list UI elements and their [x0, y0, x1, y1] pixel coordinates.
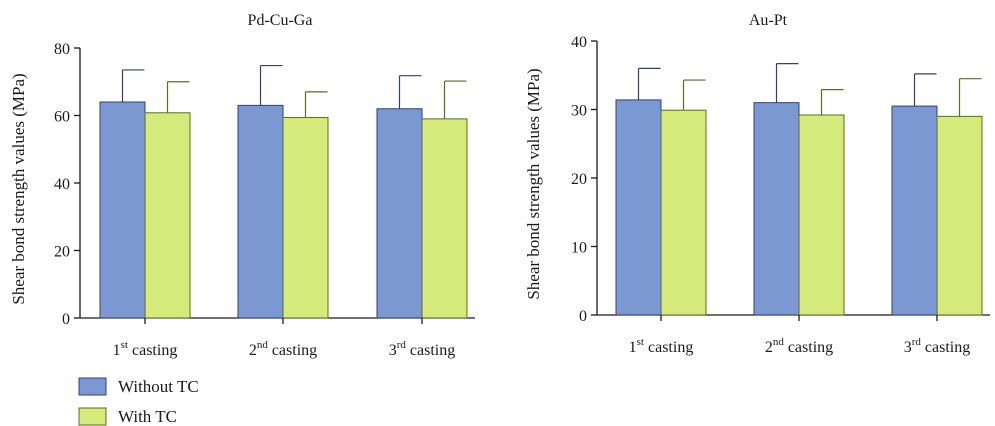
bar-with-tc: [421, 118, 468, 319]
bar-without-tc: [237, 104, 284, 319]
y-tick-label: 80: [54, 41, 70, 58]
y-tick-label: 20: [571, 171, 587, 188]
x-tick-label: 1st casting: [629, 336, 694, 356]
bar-without-tc: [376, 108, 423, 319]
y-tick-label: 40: [54, 176, 70, 193]
x-tick-label: 3rd casting: [904, 336, 971, 356]
y-axis-label: Shear bond strength values (MPa): [9, 73, 28, 304]
y-tick-label: 30: [571, 103, 587, 120]
bar-with-tc: [936, 115, 983, 316]
legend-swatch-with-tc: [78, 407, 107, 426]
chart-au-pt: Au-Pt Shear bond strength values (MPa) 0 10…: [524, 12, 990, 356]
bar-with-tc: [660, 109, 707, 316]
y-tick-label: 40: [571, 34, 587, 51]
bar-without-tc: [753, 102, 800, 316]
chart-title: Pd-Cu-Ga: [248, 12, 313, 29]
bar-with-tc: [282, 117, 329, 319]
x-tick-label: 2nd casting: [765, 336, 833, 356]
bar-with-tc: [144, 112, 191, 319]
bar-with-tc: [798, 114, 845, 316]
y-tick-label: 20: [54, 244, 70, 261]
y-axis-label: Shear bond strength values (MPa): [524, 68, 543, 299]
bar-without-tc: [615, 99, 662, 316]
chart-legend: Without TC With TC: [78, 377, 199, 426]
legend-label-without-tc: Without TC: [118, 377, 199, 396]
chart-pd-cu-ga: Pd-Cu-Ga Shear bond strength values (MPa)…: [9, 12, 475, 359]
bar-without-tc: [99, 101, 146, 319]
chart-title: Au-Pt: [749, 12, 788, 29]
x-tick-label: 2nd casting: [249, 339, 317, 359]
x-tick-label: 1st casting: [113, 339, 178, 359]
y-tick-label: 0: [579, 308, 587, 325]
y-tick-label: 60: [54, 109, 70, 126]
x-tick-label: 3rd casting: [389, 339, 456, 359]
bar-without-tc: [891, 105, 938, 316]
y-tick-label: 0: [62, 311, 70, 328]
legend-label-with-tc: With TC: [118, 407, 177, 426]
y-tick-label: 10: [571, 240, 587, 257]
legend-swatch-without-tc: [78, 377, 107, 396]
